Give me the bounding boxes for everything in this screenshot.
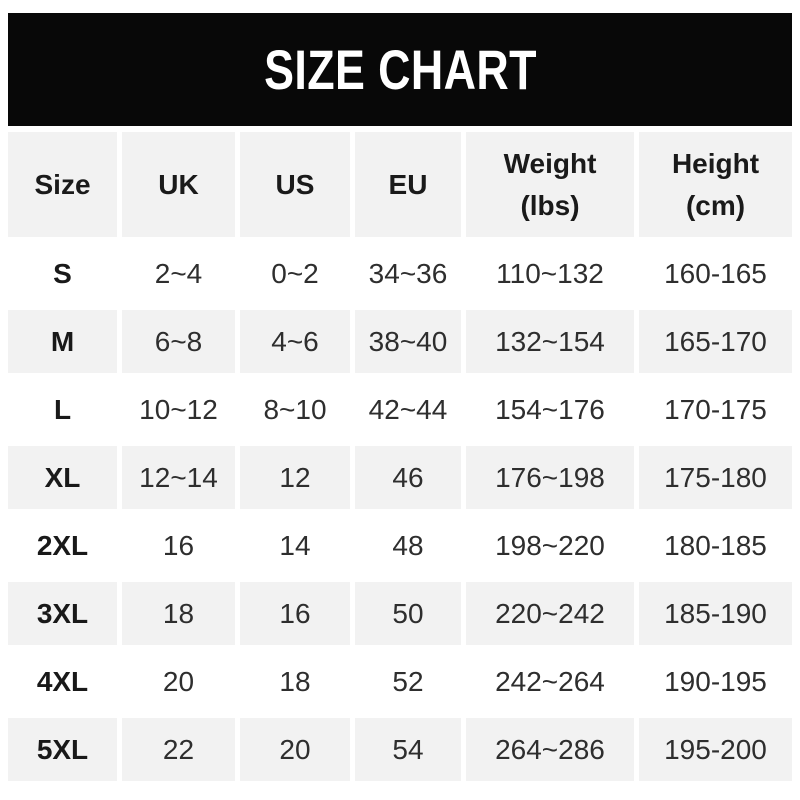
size-chart-table: Size UK US EU Weight (lbs) Height (cm) — [3, 127, 797, 786]
table-row-5xl: 5XL 22 20 54 264~286 195-200 — [8, 718, 792, 781]
column-header-weight: Weight (lbs) — [466, 132, 634, 237]
cell-uk: 22 — [122, 718, 235, 781]
cell-eu: 52 — [355, 650, 461, 713]
cell-weight: 154~176 — [466, 378, 634, 441]
cell-height: 175-180 — [639, 446, 792, 509]
cell-height: 165-170 — [639, 310, 792, 373]
cell-height: 190-195 — [639, 650, 792, 713]
cell-uk: 12~14 — [122, 446, 235, 509]
cell-weight: 264~286 — [466, 718, 634, 781]
cell-weight: 242~264 — [466, 650, 634, 713]
table-row-3xl: 3XL 18 16 50 220~242 185-190 — [8, 582, 792, 645]
cell-size: M — [8, 310, 117, 373]
cell-us: 12 — [240, 446, 350, 509]
column-header-size: Size — [8, 132, 117, 237]
table-row-s: S 2~4 0~2 34~36 110~132 160-165 — [8, 242, 792, 305]
cell-height: 195-200 — [639, 718, 792, 781]
cell-eu: 50 — [355, 582, 461, 645]
cell-us: 20 — [240, 718, 350, 781]
cell-size: S — [8, 242, 117, 305]
cell-weight: 132~154 — [466, 310, 634, 373]
cell-uk: 16 — [122, 514, 235, 577]
cell-us: 0~2 — [240, 242, 350, 305]
cell-uk: 10~12 — [122, 378, 235, 441]
size-chart-banner: SIZE CHART — [8, 13, 792, 126]
cell-uk: 20 — [122, 650, 235, 713]
cell-size: XL — [8, 446, 117, 509]
cell-us: 8~10 — [240, 378, 350, 441]
cell-weight: 110~132 — [466, 242, 634, 305]
cell-size: 5XL — [8, 718, 117, 781]
cell-us: 18 — [240, 650, 350, 713]
table-row-2xl: 2XL 16 14 48 198~220 180-185 — [8, 514, 792, 577]
table-row-m: M 6~8 4~6 38~40 132~154 165-170 — [8, 310, 792, 373]
cell-eu: 48 — [355, 514, 461, 577]
column-header-height: Height (cm) — [639, 132, 792, 237]
cell-uk: 18 — [122, 582, 235, 645]
column-header-uk: UK — [122, 132, 235, 237]
cell-size: L — [8, 378, 117, 441]
cell-size: 3XL — [8, 582, 117, 645]
cell-weight: 176~198 — [466, 446, 634, 509]
cell-weight: 198~220 — [466, 514, 634, 577]
column-header-eu: EU — [355, 132, 461, 237]
cell-us: 4~6 — [240, 310, 350, 373]
cell-size: 2XL — [8, 514, 117, 577]
cell-eu: 46 — [355, 446, 461, 509]
cell-eu: 38~40 — [355, 310, 461, 373]
cell-us: 14 — [240, 514, 350, 577]
cell-height: 185-190 — [639, 582, 792, 645]
cell-uk: 2~4 — [122, 242, 235, 305]
table-row-4xl: 4XL 20 18 52 242~264 190-195 — [8, 650, 792, 713]
cell-eu: 54 — [355, 718, 461, 781]
cell-us: 16 — [240, 582, 350, 645]
table-header-row: Size UK US EU Weight (lbs) Height (cm) — [8, 132, 792, 237]
cell-eu: 42~44 — [355, 378, 461, 441]
cell-uk: 6~8 — [122, 310, 235, 373]
cell-eu: 34~36 — [355, 242, 461, 305]
cell-weight: 220~242 — [466, 582, 634, 645]
column-header-us: US — [240, 132, 350, 237]
cell-size: 4XL — [8, 650, 117, 713]
cell-height: 170-175 — [639, 378, 792, 441]
cell-height: 180-185 — [639, 514, 792, 577]
size-chart-table-container: Size UK US EU Weight (lbs) Height (cm) — [3, 127, 797, 786]
table-row-xl: XL 12~14 12 46 176~198 175-180 — [8, 446, 792, 509]
cell-height: 160-165 — [639, 242, 792, 305]
page-title: SIZE CHART — [263, 38, 537, 101]
table-row-l: L 10~12 8~10 42~44 154~176 170-175 — [8, 378, 792, 441]
